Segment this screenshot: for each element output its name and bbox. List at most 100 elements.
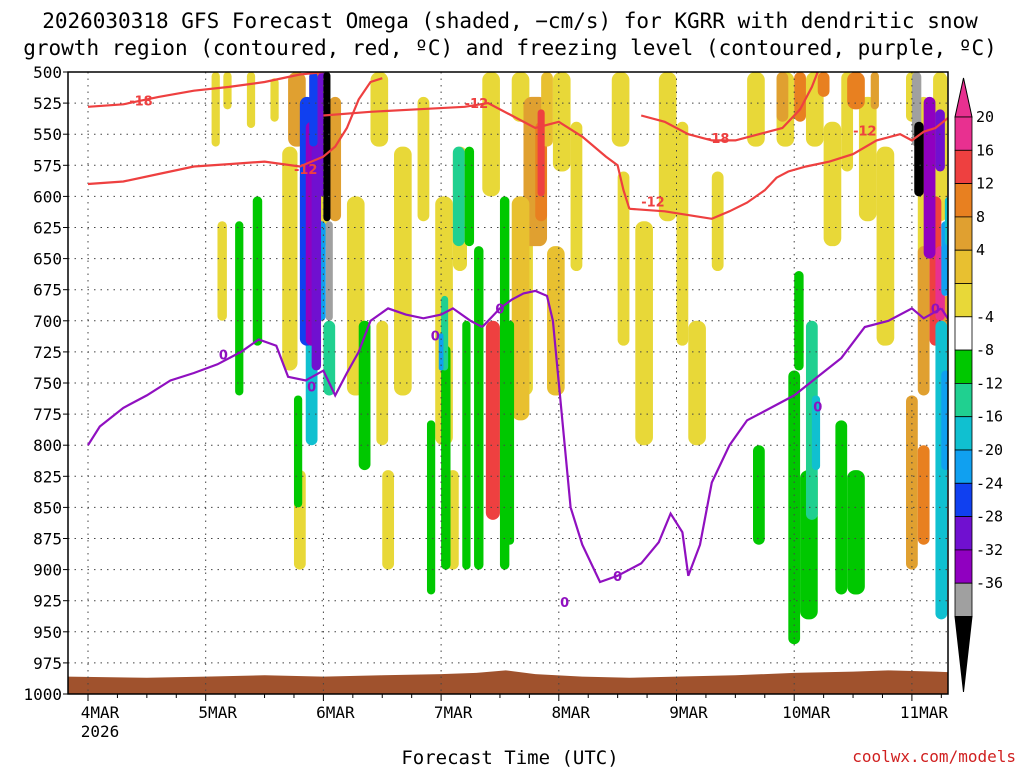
x-year-label: 2026 bbox=[81, 722, 120, 741]
colorbar-swatch bbox=[954, 549, 973, 584]
omega-shade-region bbox=[611, 72, 630, 147]
omega-shade-region bbox=[858, 96, 877, 222]
colorbar-tick-label: -16 bbox=[976, 408, 1003, 426]
freezing-level-line bbox=[87, 307, 483, 446]
omega-shade-region bbox=[394, 146, 412, 396]
freezing-contour-label: 0 bbox=[307, 381, 316, 396]
colorbar-tick-label: 4 bbox=[976, 241, 985, 259]
omega-shade-region bbox=[935, 109, 945, 172]
omega-shade-region bbox=[847, 470, 865, 595]
terrain-fill bbox=[68, 670, 948, 694]
omega-shade-region bbox=[876, 146, 895, 346]
colorbar-swatch bbox=[954, 316, 973, 351]
dgz-contour-line bbox=[87, 72, 324, 108]
chart-title-line2: growth region (contoured, red, ºC) and f… bbox=[23, 36, 997, 60]
y-tick-label: 775 bbox=[33, 405, 62, 424]
omega-shade-region bbox=[847, 72, 865, 110]
omega-shade-region bbox=[794, 271, 804, 371]
colorbar-tick-label: -36 bbox=[976, 574, 1003, 592]
colorbar-tick-label: -8 bbox=[976, 341, 994, 359]
x-tick-label: 7MAR bbox=[434, 703, 473, 722]
y-tick-label: 750 bbox=[33, 374, 62, 393]
colorbar-tick-label: 16 bbox=[976, 141, 994, 159]
omega-shade-region bbox=[552, 72, 571, 172]
colorbar-swatch bbox=[954, 283, 973, 318]
y-tick-label: 550 bbox=[33, 125, 62, 144]
omega-shade-region bbox=[914, 121, 924, 197]
colorbar-tick-label: 12 bbox=[976, 175, 994, 193]
dgz-contour-label: -12 bbox=[294, 163, 318, 178]
colorbar-swatch bbox=[954, 149, 973, 185]
omega-shade-region bbox=[917, 445, 930, 545]
y-tick-label: 675 bbox=[33, 281, 62, 300]
omega-shade-region bbox=[485, 320, 500, 520]
omega-shade-region bbox=[217, 221, 227, 321]
x-tick-label: 11MAR bbox=[900, 703, 949, 722]
omega-shade-region bbox=[617, 171, 630, 346]
colorbar-swatch bbox=[954, 183, 973, 218]
omega-shade-region bbox=[417, 96, 430, 222]
colorbar-tick-label: -4 bbox=[976, 308, 994, 326]
colorbar-top-arrow bbox=[954, 77, 973, 118]
omega-shade-region bbox=[711, 171, 724, 272]
x-tick-label: 8MAR bbox=[552, 703, 591, 722]
colorbar-tick-label: -24 bbox=[976, 474, 1003, 492]
colorbar-swatch bbox=[954, 382, 973, 418]
dgz-contour-line bbox=[629, 116, 948, 220]
omega-shade-region bbox=[794, 72, 806, 122]
y-tick-label: 575 bbox=[33, 156, 62, 175]
omega-shade-region bbox=[817, 72, 830, 97]
x-tick-label: 5MAR bbox=[198, 703, 237, 722]
colorbar-swatch bbox=[954, 482, 973, 517]
omega-shade-region bbox=[358, 320, 371, 471]
y-axis-ticks: 500 525 550 575 600 625 650 675 700 725 750 775 800 8… bbox=[23, 63, 68, 704]
colorbar-swatch bbox=[954, 116, 973, 151]
omega-shade-region bbox=[635, 221, 653, 446]
y-tick-label: 500 bbox=[33, 63, 62, 82]
omega-shade-region bbox=[994, 147, 1006, 321]
dgz-contour-line bbox=[640, 72, 819, 142]
colorbar-tick-label: -32 bbox=[976, 541, 1003, 559]
freezing-contour-label: 0 bbox=[495, 302, 504, 317]
omega-shade-region bbox=[537, 109, 545, 197]
freezing-contour-label: 0 bbox=[219, 348, 228, 363]
colorbar-tick-label: 8 bbox=[976, 208, 985, 226]
x-tick-label: 9MAR bbox=[669, 703, 708, 722]
dgz-contour-label: -18 bbox=[706, 132, 730, 147]
colorbar-swatch bbox=[954, 516, 973, 551]
x-axis-ticks: 4MAR 5MAR 6MAR 7MAR 8MAR 9MAR 10MAR 11MAR bbox=[81, 694, 949, 722]
colorbar-tick-label: -12 bbox=[976, 374, 1003, 392]
dgz-contour-label: -12 bbox=[465, 97, 489, 112]
y-tick-label: 950 bbox=[33, 623, 62, 642]
colorbar: 20 16 12 8 4 -4 -8 -12 -16 -20 -24 -28 -32 -36 bbox=[954, 77, 1003, 693]
omega-shade-region bbox=[464, 146, 475, 247]
freezing-contour-label: 0 bbox=[813, 401, 822, 416]
colorbar-swatch bbox=[954, 416, 973, 451]
colorbar-swatch bbox=[954, 582, 973, 617]
dgz-contour-label: -12 bbox=[853, 124, 877, 139]
y-tick-label: 825 bbox=[33, 467, 62, 486]
colorbar-tick-label: -20 bbox=[976, 441, 1003, 459]
y-tick-label: 900 bbox=[33, 561, 62, 580]
omega-shade-region bbox=[870, 72, 879, 110]
colorbar-swatch bbox=[954, 216, 973, 251]
y-tick-label: 875 bbox=[33, 530, 62, 549]
omega-shade-region bbox=[270, 78, 279, 122]
y-tick-label: 650 bbox=[33, 250, 62, 269]
terrain-area bbox=[68, 670, 948, 694]
x-tick-label: 6MAR bbox=[316, 703, 355, 722]
y-tick-label: 975 bbox=[33, 654, 62, 673]
omega-shade-region bbox=[325, 221, 333, 321]
y-tick-label: 700 bbox=[33, 312, 62, 331]
omega-shade-region bbox=[788, 370, 801, 645]
omega-shade-region bbox=[462, 320, 471, 570]
colorbar-tick-label: 20 bbox=[976, 108, 994, 126]
colorbar-swatch bbox=[954, 349, 973, 384]
freezing-contour-label: 0 bbox=[931, 302, 940, 317]
omega-shade-region bbox=[917, 246, 930, 396]
omega-shade-region bbox=[823, 121, 842, 247]
omega-shade-region bbox=[676, 121, 689, 346]
omega-shade-region bbox=[382, 470, 395, 570]
omega-shade-region bbox=[426, 420, 436, 595]
omega-shade-region bbox=[441, 345, 451, 570]
